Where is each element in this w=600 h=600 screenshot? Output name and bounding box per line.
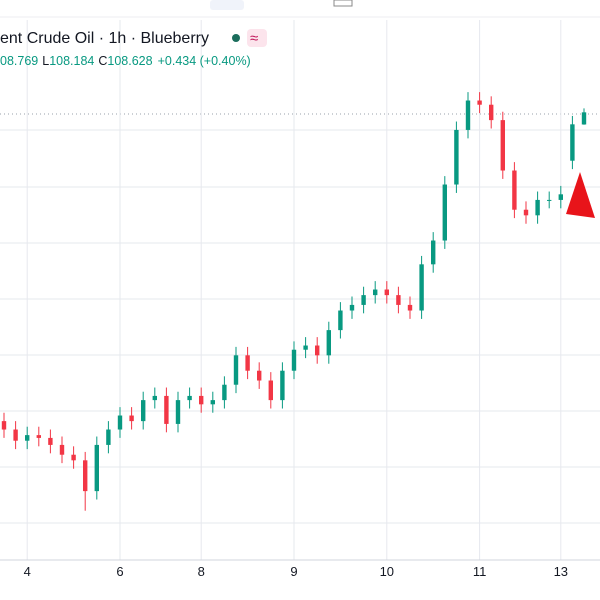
candle-body <box>442 184 447 241</box>
candle-body <box>431 240 436 265</box>
candle-body <box>326 330 331 356</box>
marker-triangle <box>566 172 595 218</box>
toolbar-button[interactable] <box>210 0 244 10</box>
status-badge[interactable] <box>247 29 267 47</box>
candle-body <box>349 304 355 311</box>
candle-body <box>500 120 505 171</box>
status-dot <box>232 34 240 42</box>
toolbar-icon[interactable] <box>333 0 353 7</box>
x-tick-label: 10 <box>380 564 394 579</box>
candle-body <box>164 395 169 424</box>
candle-body <box>465 100 471 130</box>
candle-body <box>106 429 111 445</box>
candle-body <box>233 355 239 385</box>
candle-body <box>361 295 366 305</box>
candle-body <box>83 460 88 492</box>
low-label: L <box>42 54 49 68</box>
candle-body <box>268 380 273 401</box>
candle-body <box>152 395 157 401</box>
candle-body <box>13 429 18 441</box>
candle-body <box>407 304 413 311</box>
candle-body <box>175 400 181 424</box>
candle-body <box>303 345 308 350</box>
candle-body <box>558 194 563 200</box>
candle-body <box>419 264 424 311</box>
candle-body <box>210 400 215 405</box>
close-value: 108.628 <box>107 54 152 68</box>
high-value: 08.769 <box>0 54 38 68</box>
candle-body <box>396 295 401 305</box>
candle-body <box>477 100 482 105</box>
x-tick-label: 11 <box>473 564 487 579</box>
candle-body <box>291 349 297 371</box>
candle-body <box>570 124 575 161</box>
x-tick-label: 6 <box>116 564 123 579</box>
candle-body <box>547 199 552 201</box>
candle-body <box>257 370 262 381</box>
candle-body <box>489 104 494 121</box>
candle-body <box>48 437 53 445</box>
candle-body <box>338 310 343 331</box>
close-label: C <box>98 54 107 68</box>
candle-body <box>25 435 30 441</box>
candle-body <box>199 395 204 405</box>
status-icon: ≈ <box>250 30 258 47</box>
candle-body <box>71 454 76 461</box>
low-value: 108.184 <box>49 54 94 68</box>
x-tick-label: 4 <box>24 564 31 579</box>
candle-body <box>512 170 517 210</box>
candle-body <box>581 112 587 125</box>
candle-body <box>222 384 227 401</box>
toolbar <box>0 0 600 18</box>
change-value: +0.434 (+0.40%) <box>158 54 251 68</box>
grid <box>0 129 600 524</box>
candle-body <box>454 129 459 185</box>
candle-body <box>129 415 134 422</box>
candle-body <box>245 355 250 371</box>
x-tick-label: 8 <box>198 564 205 579</box>
candle-body <box>373 289 378 296</box>
header-title: ent Crude Oil · 1h · Blueberry <box>0 30 209 47</box>
candles <box>1 20 587 560</box>
candle-body <box>535 199 540 216</box>
x-tick-label: 13 <box>554 564 568 579</box>
x-tick-label: 9 <box>290 564 297 579</box>
candle-body <box>523 209 529 216</box>
candle-body <box>1 421 7 430</box>
candle-body <box>94 444 99 492</box>
candle-body <box>36 435 41 438</box>
candle-body <box>59 444 65 455</box>
candle-body <box>315 345 320 356</box>
ohlc-line: 08.769 L108.184 C108.628 +0.434 (+0.40%) <box>0 54 251 68</box>
candle-body <box>187 395 192 401</box>
candle-body <box>384 289 389 296</box>
candle-body <box>280 370 285 401</box>
candle-body <box>117 415 123 430</box>
candle-body <box>141 400 146 422</box>
